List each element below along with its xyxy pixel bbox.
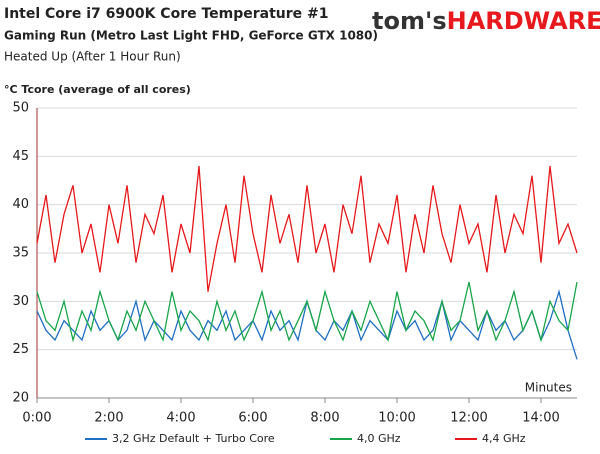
- chart-subtitle-2: Heated Up (After 1 Hour Run): [4, 50, 181, 64]
- y-tick-label: 40: [12, 197, 29, 212]
- logo-text: tom'sHARDWARE: [372, 7, 600, 35]
- y-tick-label: 30: [12, 294, 29, 309]
- x-tick-label: 14:00: [522, 411, 559, 426]
- y-tick-label: 20: [12, 391, 29, 406]
- x-tick-label: 8:00: [310, 411, 339, 426]
- y-tick-label: 50: [12, 101, 29, 116]
- x-tick-label: 2:00: [94, 411, 123, 426]
- legend-label: 4,4 GHz: [482, 432, 526, 445]
- y-tick-label: 45: [12, 149, 29, 164]
- x-tick-label: 12:00: [450, 411, 487, 426]
- x-tick-label: 6:00: [238, 411, 267, 426]
- y-tick-label: 25: [12, 342, 29, 357]
- x-tick-label: 10:00: [378, 411, 415, 426]
- x-tick-label: 0:00: [22, 411, 51, 426]
- y-tick-label: 35: [12, 246, 29, 261]
- x-tick-label: 4:00: [166, 411, 195, 426]
- logo-part: HARDWARE: [447, 7, 600, 35]
- y-axis-label: °C Tcore (average of all cores): [4, 83, 191, 96]
- logo-part: tom's: [372, 7, 447, 35]
- series-line: [36, 165, 578, 292]
- legend-label: 3,2 GHz Default + Turbo Core: [112, 432, 275, 445]
- x-axis-label: Minutes: [525, 381, 572, 395]
- legend-label: 4,0 GHz: [357, 432, 401, 445]
- chart-subtitle: Gaming Run (Metro Last Light FHD, GeForc…: [4, 29, 378, 43]
- series-line: [36, 281, 578, 343]
- chart-title: Intel Core i7 6900K Core Temperature #1: [4, 6, 329, 22]
